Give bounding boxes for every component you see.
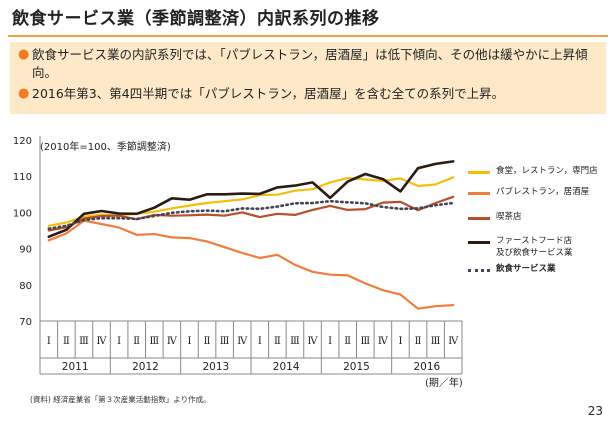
bullet-text: 2016年第3、第4四半期では「パブレストラン，居酒屋」を含む全ての系列で上昇。 <box>32 86 505 101</box>
y-tick-label: 80 <box>19 281 32 292</box>
quarter-tick-label: Ⅲ <box>290 336 300 347</box>
page-number: 23 <box>587 404 603 418</box>
quarter-tick-label: Ⅱ <box>63 336 70 347</box>
y-tick-label: 70 <box>19 317 32 328</box>
y-tick-label: 120 <box>13 136 32 147</box>
quarter-tick-label: Ⅲ <box>220 336 230 347</box>
legend-item: 喫茶店 <box>468 211 522 223</box>
summary-bullet: ● 2016年第3、第4四半期では「パブレストラン，居酒屋」を含む全ての系列で上… <box>18 85 598 103</box>
legend-swatch <box>468 269 490 272</box>
year-tick-label: 2013 <box>202 361 229 373</box>
quarter-tick-label: Ⅳ <box>448 336 459 347</box>
legend-label: 飲食サービス業 <box>496 264 556 274</box>
quarter-tick-label: Ⅳ <box>378 336 389 347</box>
legend-swatch <box>468 192 490 195</box>
quarter-tick-label: Ⅰ <box>47 336 51 347</box>
legend-item: 食堂，レストラン，専門店 <box>468 165 598 177</box>
bullet-text: 飲食サービス業の内訳系列では、「パブレストラン，居酒屋」は低下傾向、その他は緩や… <box>32 47 588 80</box>
quarter-tick-label: Ⅰ <box>398 336 402 347</box>
y-tick-label: 90 <box>19 245 32 256</box>
slide-title: 飲食サービス業（季節調整済）内訳系列の推移 <box>12 9 380 29</box>
title-underline <box>8 35 608 37</box>
quarter-tick-label: Ⅰ <box>187 336 191 347</box>
year-tick-label: 2014 <box>273 361 300 373</box>
quarter-tick-label: Ⅱ <box>344 336 351 347</box>
legend-label: ファーストフード店 及び飲食サービス業 <box>496 236 573 258</box>
quarter-tick-label: Ⅲ <box>149 336 159 347</box>
legend-item: 飲食サービス業 <box>468 263 556 275</box>
quarter-tick-label: Ⅳ <box>97 336 108 347</box>
legend-item: ファーストフード店 及び飲食サービス業 <box>468 235 573 259</box>
quarter-tick-label: Ⅱ <box>415 336 422 347</box>
legend-item: パブレストラン，居酒屋 <box>468 186 589 198</box>
quarter-tick-label: Ⅱ <box>274 336 281 347</box>
quarter-tick-label: Ⅰ <box>117 336 121 347</box>
year-tick-label: 2015 <box>343 361 370 373</box>
summary-bullet: ● 飲食サービス業の内訳系列では、「パブレストラン，居酒屋」は低下傾向、その他は… <box>18 46 598 82</box>
quarter-tick-label: Ⅰ <box>328 336 332 347</box>
quarter-tick-label: Ⅲ <box>431 336 441 347</box>
source-note: (資料) 経済産業省「第３次産業活動指数」より作成。 <box>30 395 211 404</box>
series-line <box>47 219 455 310</box>
quarter-tick-label: Ⅳ <box>308 336 319 347</box>
series-line <box>47 199 455 230</box>
quarter-tick-label: Ⅲ <box>360 336 370 347</box>
quarter-tick-label: Ⅳ <box>167 336 178 347</box>
quarter-tick-label: Ⅱ <box>133 336 140 347</box>
quarter-tick-label: Ⅲ <box>79 336 89 347</box>
legend-label: パブレストラン，居酒屋 <box>496 187 590 197</box>
chart-note: (2010年=100、季節調整済) <box>40 142 171 153</box>
year-tick-label: 2016 <box>413 361 440 373</box>
legend-swatch <box>468 217 490 220</box>
quarter-tick-label: Ⅱ <box>204 336 211 347</box>
legend-swatch <box>468 171 490 174</box>
y-tick-label: 100 <box>13 208 32 219</box>
series-line <box>47 160 455 238</box>
quarter-tick-label: Ⅰ <box>258 336 262 347</box>
quarter-tick-label: Ⅳ <box>237 336 248 347</box>
bullet-dot-icon: ● <box>18 86 30 101</box>
bullet-dot-icon: ● <box>18 47 30 62</box>
summary-box: ● 飲食サービス業の内訳系列では、「パブレストラン，居酒屋」は低下傾向、その他は… <box>10 42 606 114</box>
y-tick-label: 110 <box>13 172 32 183</box>
legend-label: 喫茶店 <box>496 212 522 222</box>
series-line <box>47 195 455 232</box>
legend-label: 食堂，レストラン，専門店 <box>496 166 598 176</box>
x-axis-unit: (期／年) <box>425 378 463 389</box>
year-tick-label: 2012 <box>132 361 159 373</box>
year-tick-label: 2011 <box>62 361 89 373</box>
legend-swatch <box>468 241 490 244</box>
